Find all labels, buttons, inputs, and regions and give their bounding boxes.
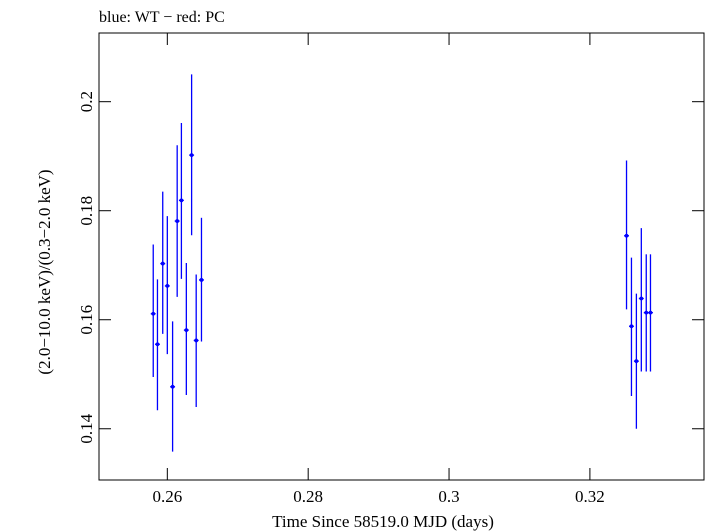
point-marker (151, 311, 156, 316)
data-point (160, 191, 166, 334)
point-marker (184, 328, 189, 332)
data-point (154, 279, 160, 411)
y-axis-label: (2.0−10.0 keV)/(0.3−2.0 keV) (35, 169, 54, 374)
point-marker (199, 278, 204, 282)
x-tick-label: 0.3 (438, 487, 459, 506)
chart-title: blue: WT − red: PC (99, 9, 225, 26)
point-marker (629, 324, 634, 329)
point-marker (639, 296, 644, 301)
y-tick-label: 0.14 (77, 413, 96, 443)
data-point (643, 254, 649, 372)
point-marker (648, 310, 653, 315)
point-marker (179, 198, 184, 203)
point-marker (170, 384, 175, 389)
point-marker (189, 153, 194, 158)
y-tick-label: 0.18 (77, 196, 96, 226)
x-tick-label: 0.32 (575, 487, 605, 506)
data-point (170, 321, 176, 452)
point-marker (644, 310, 649, 315)
axis-tick-labels: 0.26 0.28 0.3 0.32 0.14 0.16 0.18 0.2 (77, 91, 605, 506)
point-marker (160, 261, 165, 266)
data-point (199, 217, 204, 342)
point-marker (155, 342, 160, 347)
data-point (183, 263, 189, 395)
plot-frame (98, 32, 705, 481)
data-point (638, 228, 644, 372)
x-tick-label: 0.26 (152, 487, 182, 506)
data-point (178, 122, 184, 279)
data-point (164, 216, 170, 355)
point-marker (624, 233, 629, 238)
axis-ticks (99, 33, 704, 480)
data-point (189, 74, 195, 236)
point-marker (194, 338, 199, 343)
x-tick-label: 0.28 (293, 487, 323, 506)
data-point (624, 160, 629, 310)
data-point (628, 257, 634, 397)
data-point (648, 254, 653, 372)
x-axis-label: Time Since 58519.0 MJD (days) (272, 512, 494, 531)
data-point (174, 145, 180, 297)
y-tick-label: 0.16 (77, 305, 96, 335)
y-tick-label: 0.2 (77, 91, 96, 112)
data-point (193, 274, 199, 407)
data-point (150, 244, 156, 377)
data-point (633, 293, 639, 429)
data-points (150, 74, 653, 452)
point-marker (175, 219, 180, 223)
point-marker (634, 359, 639, 364)
point-marker (165, 284, 170, 288)
